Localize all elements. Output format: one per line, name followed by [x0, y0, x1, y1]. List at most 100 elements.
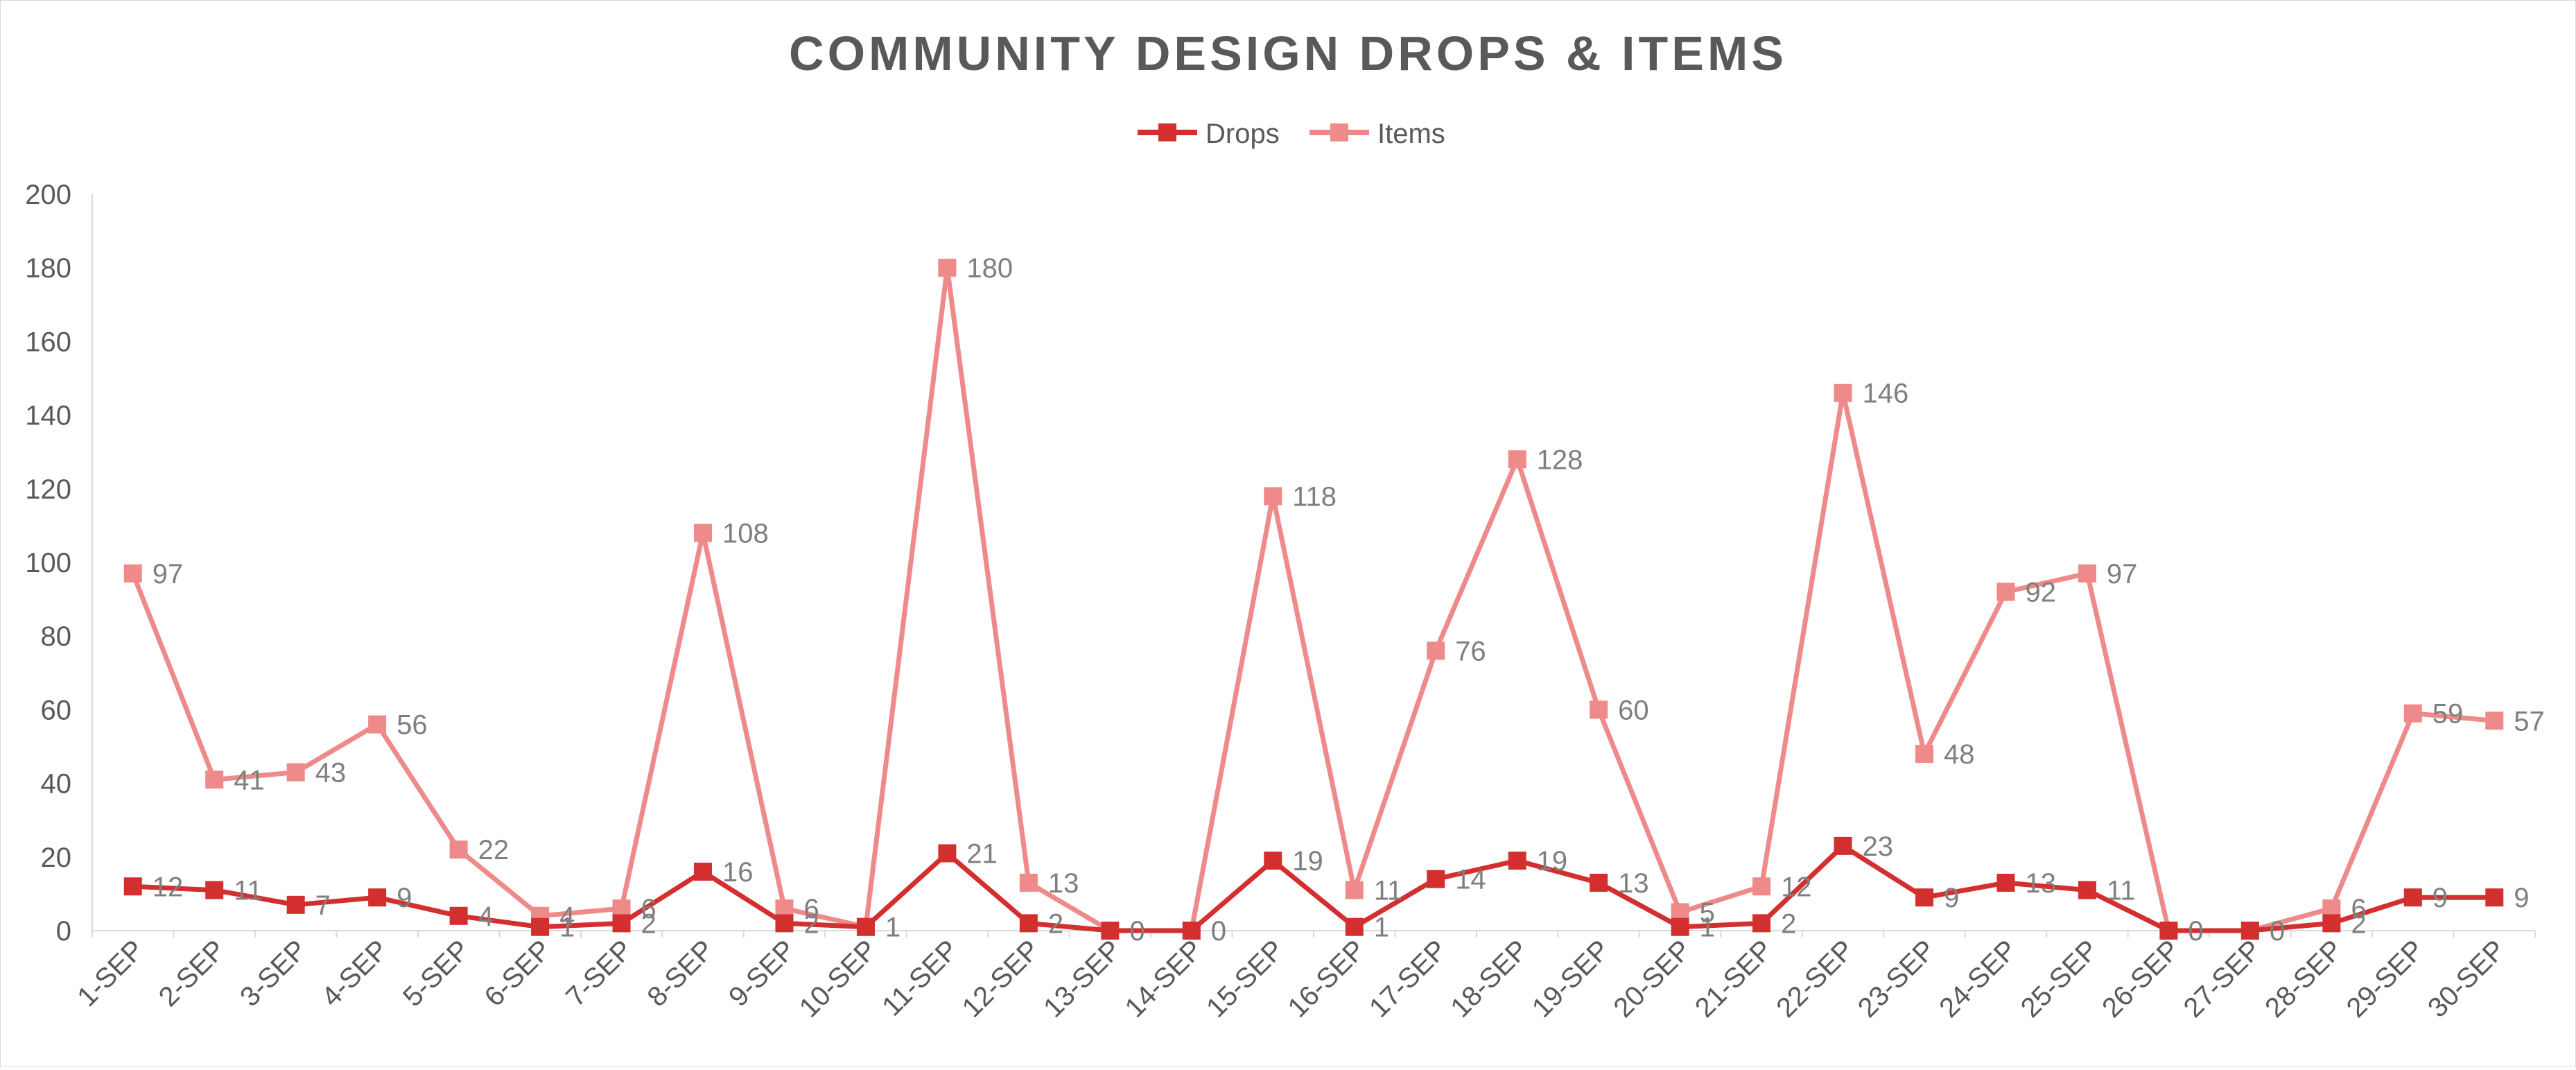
data-point-items [2078, 564, 2096, 583]
data-point-items [2403, 704, 2422, 723]
data-point-items [286, 763, 305, 782]
data-label-items: 0 [1211, 916, 1226, 947]
data-point-drops [531, 917, 550, 936]
legend-item-drops: Drops [1138, 119, 1280, 149]
data-label-drops: 9 [1944, 883, 1959, 913]
data-label-items: 97 [153, 559, 184, 589]
x-tick-label: 8-SEP [642, 934, 720, 1012]
data-label-items: 6 [641, 894, 656, 924]
data-point-drops [1590, 873, 1608, 892]
data-label-drops: 13 [1618, 868, 1649, 899]
data-label-items: 56 [397, 710, 428, 741]
data-label-drops: 1 [885, 913, 900, 943]
data-point-drops [612, 914, 631, 933]
data-point-drops [368, 888, 387, 907]
data-point-drops [775, 914, 794, 933]
data-label-items: 4 [559, 901, 575, 932]
data-label-items: 0 [2270, 916, 2285, 947]
legend-items-label: Items [1377, 119, 1445, 149]
data-label-items: 22 [478, 835, 510, 865]
x-tick-label: 14-SEP [1120, 934, 1209, 1024]
data-point-drops [2403, 888, 2422, 907]
legend-item-items: Items [1309, 119, 1445, 149]
data-label-items: 6 [2351, 894, 2366, 924]
x-tick-label: 22-SEP [1770, 934, 1860, 1024]
x-tick-label: 13-SEP [1038, 934, 1127, 1024]
data-point-items [938, 259, 957, 277]
data-label-items: 5 [1700, 897, 1715, 928]
data-label-items: 0 [2188, 916, 2203, 947]
data-point-items [1834, 383, 1852, 402]
data-label-drops: 11 [234, 876, 263, 906]
data-label-drops: 2 [1048, 908, 1063, 939]
data-point-items [2485, 711, 2504, 730]
data-label-items: 59 [2433, 699, 2464, 730]
y-tick-label: 80 [41, 621, 72, 652]
data-point-drops [1101, 922, 1120, 940]
data-label-drops: 9 [397, 883, 412, 913]
data-point-items [694, 524, 712, 542]
data-point-drops [286, 895, 305, 914]
data-label-drops: 9 [2514, 883, 2529, 913]
data-label-items: 97 [2107, 559, 2138, 589]
y-axis: 0 20 40 60 80 100 120 140 160 180 200 [25, 180, 93, 947]
data-point-drops [205, 881, 224, 899]
series-layer [123, 259, 2504, 940]
data-point-items [1345, 881, 1364, 899]
x-tick-label: 27-SEP [2178, 934, 2268, 1024]
y-tick-label: 180 [25, 253, 71, 284]
x-tick-label: 3-SEP [234, 934, 313, 1012]
data-point-items [1996, 583, 2015, 601]
x-tick-label: 20-SEP [1608, 934, 1697, 1024]
data-label-items: 0 [1129, 916, 1145, 947]
x-tick-label: 7-SEP [560, 934, 638, 1012]
data-label-drops: 14 [1455, 865, 1486, 895]
data-label-drops: 0 [2270, 916, 2285, 947]
data-point-drops [2485, 888, 2504, 907]
y-tick-label: 200 [25, 180, 71, 210]
data-label-drops: 1 [559, 913, 575, 943]
data-label-drops: 7 [315, 890, 331, 921]
x-tick-label: 30-SEP [2422, 934, 2512, 1024]
data-label-items: 118 [1292, 481, 1337, 512]
data-point-drops [449, 906, 468, 925]
series-line-drops [132, 843, 2495, 933]
data-point-drops [1182, 922, 1201, 940]
data-label-items: 180 [966, 253, 1013, 284]
data-label-drops: 0 [2188, 916, 2203, 947]
x-tick-label: 11-SEP [876, 934, 964, 1021]
x-tick-label: 28-SEP [2259, 934, 2349, 1024]
data-label-items: 60 [1618, 695, 1649, 725]
legend: Drops Items [1138, 119, 1445, 149]
x-tick-label: 19-SEP [1526, 934, 1616, 1024]
data-point-drops [1996, 873, 2015, 892]
data-label-drops: 1 [1700, 913, 1715, 943]
data-label-items: 57 [2514, 706, 2545, 736]
series-line-items [130, 265, 2495, 933]
data-point-items [1752, 877, 1771, 896]
x-tick-label: 23-SEP [1852, 934, 1942, 1024]
data-point-items [1508, 450, 1526, 469]
data-label-items: 41 [234, 765, 265, 795]
x-tick-label: 6-SEP [479, 934, 557, 1012]
data-point-items [449, 840, 468, 859]
data-label-items: 1 [885, 913, 900, 943]
y-tick-label: 40 [41, 769, 72, 800]
data-point-items [1590, 700, 1608, 719]
y-tick-label: 0 [56, 916, 71, 947]
data-label-drops: 19 [1292, 846, 1323, 877]
y-tick-label: 60 [41, 695, 72, 725]
data-point-drops [694, 863, 712, 881]
legend-items-marker [1330, 123, 1348, 141]
data-point-drops [856, 917, 875, 936]
x-tick-label: 24-SEP [1933, 934, 2023, 1024]
data-point-items [205, 770, 224, 789]
legend-drops-label: Drops [1206, 119, 1280, 149]
y-tick-label: 160 [25, 327, 71, 357]
data-point-drops [1264, 852, 1282, 870]
x-tick-label: 25-SEP [2015, 934, 2105, 1024]
data-point-items [1264, 487, 1282, 506]
data-point-drops [1752, 914, 1771, 933]
data-label-drops: 0 [1129, 916, 1145, 947]
